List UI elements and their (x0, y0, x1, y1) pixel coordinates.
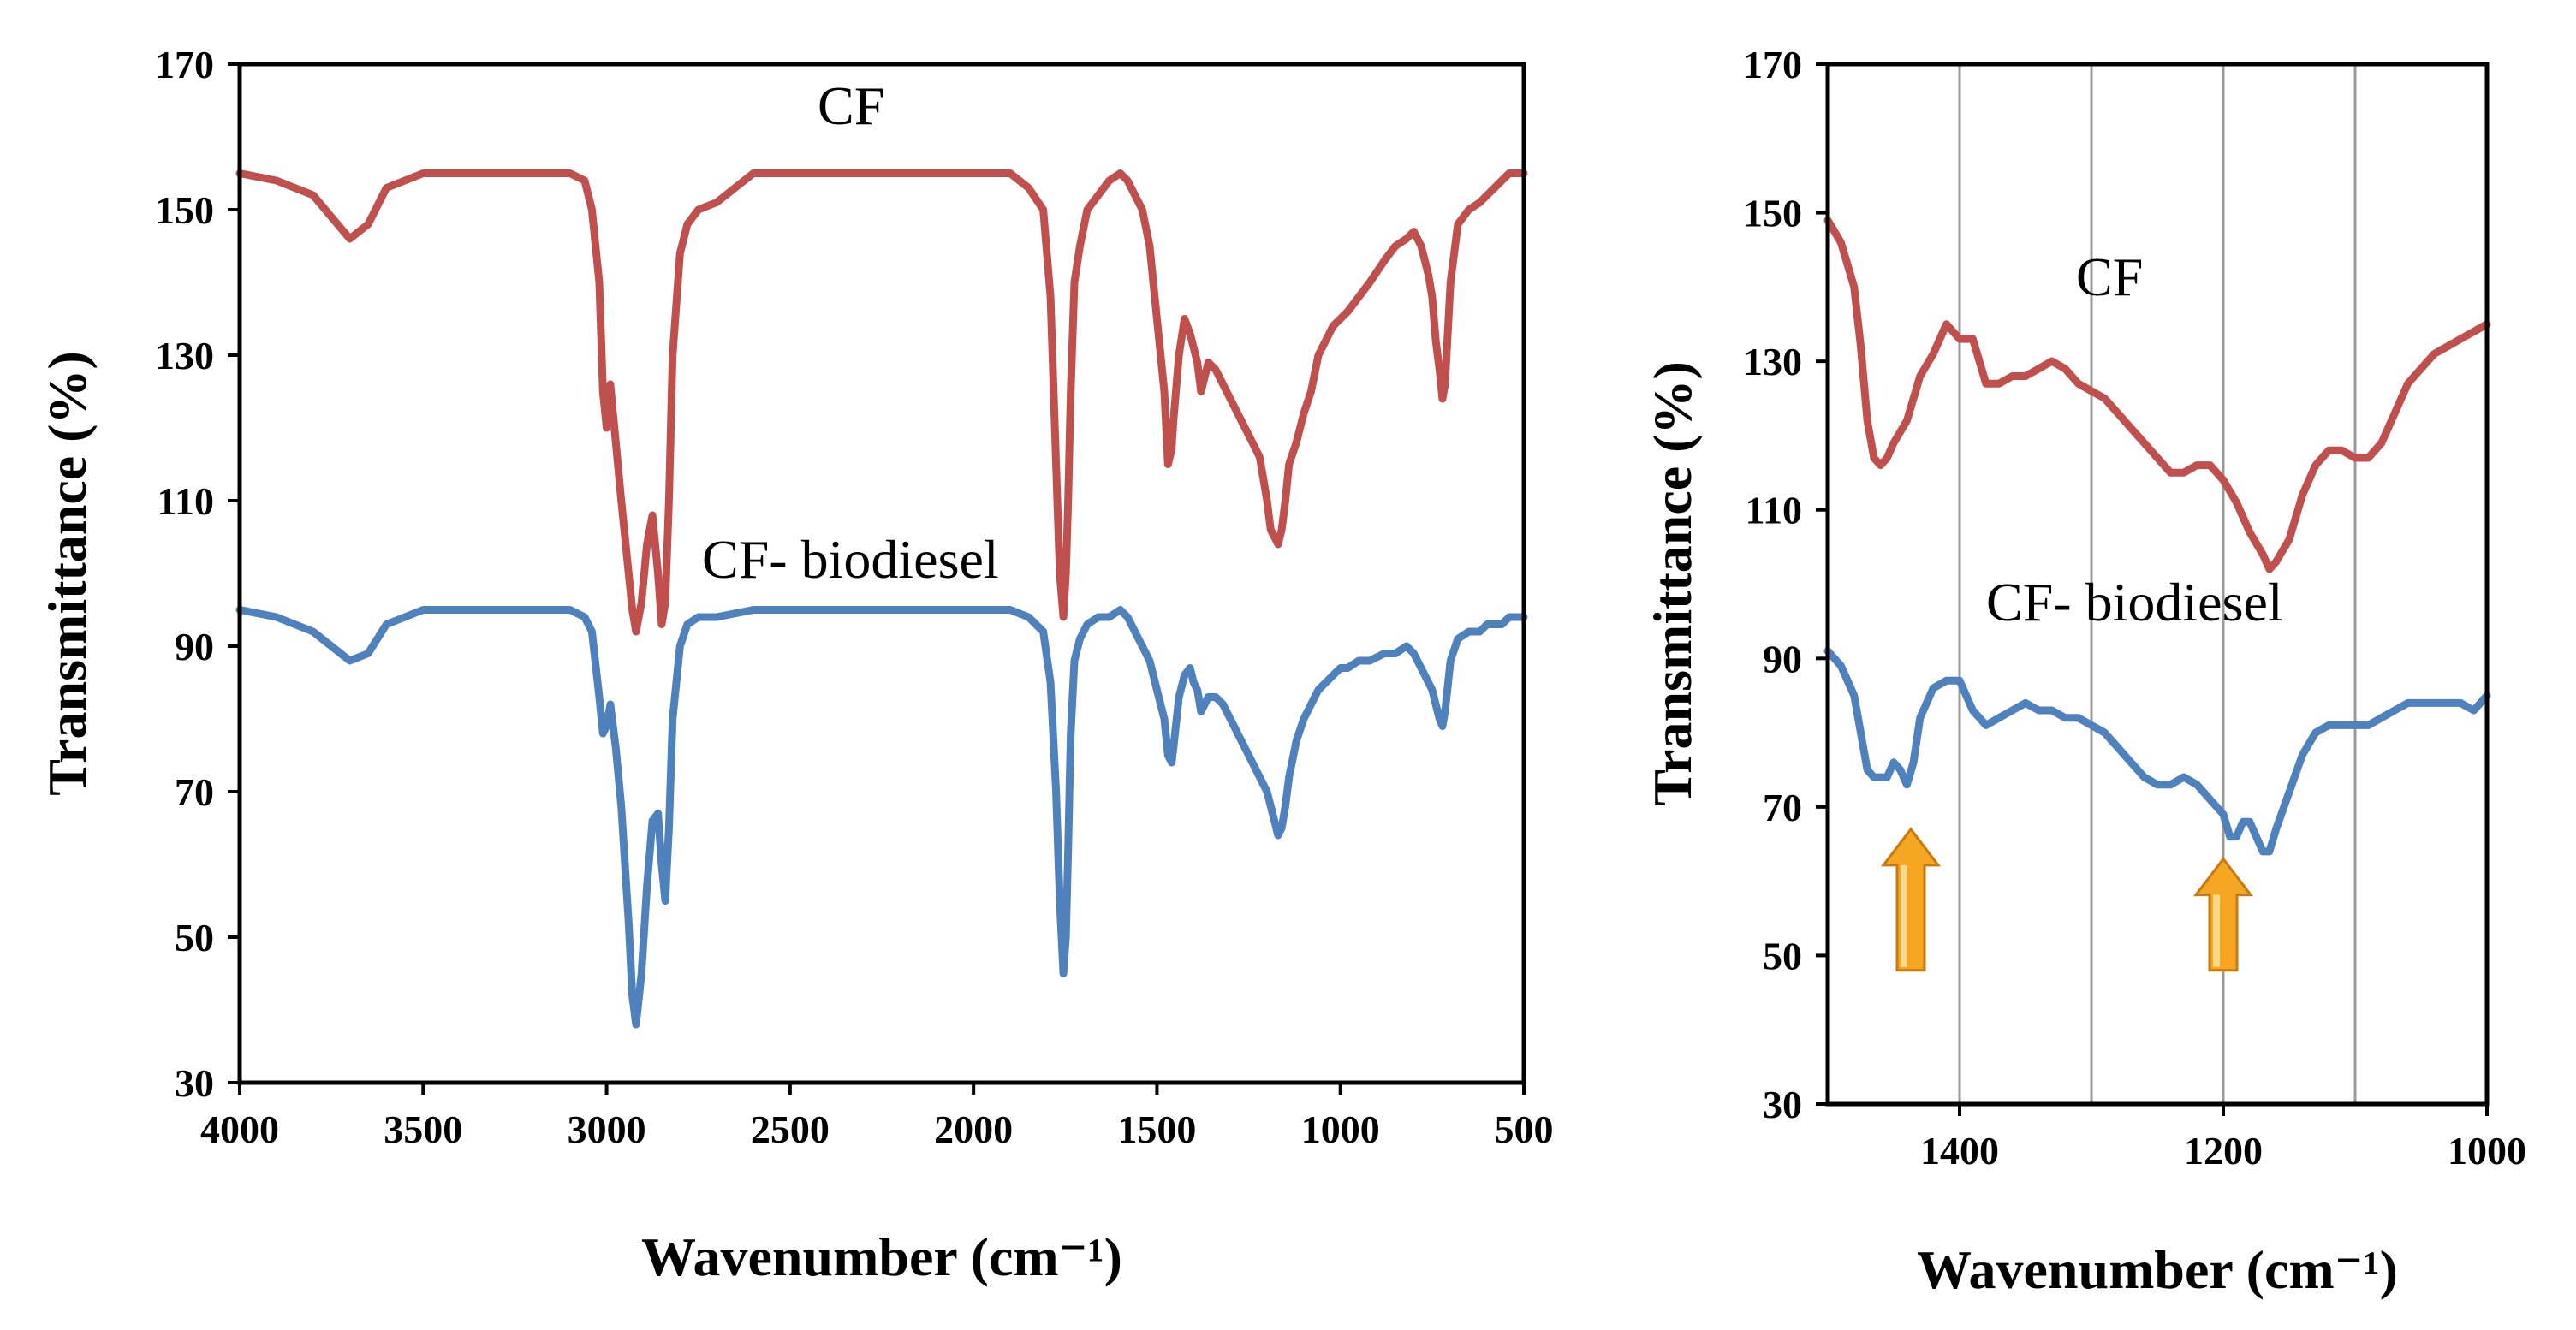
left-x-tick-label: 1500 (1117, 1107, 1196, 1151)
right-x-tick-label: 1200 (2184, 1129, 2263, 1173)
left-x-tick-label: 4000 (200, 1107, 279, 1151)
left-y-tick-label: 30 (175, 1061, 214, 1105)
right-series-cf-line (1823, 216, 2491, 573)
left-y-tick-label: 130 (155, 334, 214, 377)
left-series-cf-biodiesel-line (235, 606, 1528, 1029)
left-x-tick-label: 2500 (751, 1107, 830, 1151)
right-x-axis-title: Wavenumber (cm⁻¹) (1917, 1239, 2398, 1300)
left-x-tick-label: 2000 (934, 1107, 1013, 1151)
right-y-tick-label: 30 (1763, 1083, 1802, 1126)
right-series-label-cf-biodiesel: CF- biodiesel (1986, 572, 2283, 632)
up-arrow-highlight (1901, 864, 1908, 967)
left-y-axis-title: Transmittance (%) (37, 351, 98, 796)
up-arrow-highlight (2213, 894, 2220, 967)
left-x-tick-label: 1000 (1301, 1107, 1380, 1151)
right-plot-area (1828, 64, 2487, 1104)
right-y-tick-label: 170 (1743, 43, 1802, 86)
up-arrow-icon (1880, 827, 1942, 972)
left-ticks: 30 50 70 90 110 130 150 170 4000 3500 3000 2500 2000… (155, 43, 1554, 1151)
right-x-tick-label: 1400 (1920, 1129, 1999, 1173)
right-series (1823, 216, 2491, 856)
right-ticks: 30 50 70 90 110 130 150 170 1400 1200 1000 (1743, 43, 2526, 1173)
right-series-label-cf: CF (2076, 246, 2143, 307)
right-y-axis-title: Transmittance (%) (1642, 361, 1703, 806)
left-series-label-cf-biodiesel: CF- biodiesel (702, 529, 999, 590)
right-y-tick-label: 150 (1743, 192, 1802, 235)
left-y-tick-label: 110 (158, 479, 214, 523)
right-series-cf-biodiesel-line (1823, 647, 2491, 856)
left-x-tick-label: 3000 (568, 1107, 646, 1151)
left-x-tick-label: 3500 (384, 1107, 462, 1151)
right-x-tick-label: 1000 (2448, 1129, 2526, 1173)
right-chart: 30 50 70 90 110 130 150 170 1400 1200 1000 CF CF- … (1642, 43, 2526, 1300)
left-y-tick-label: 70 (175, 770, 214, 814)
left-series-label-cf: CF (818, 75, 884, 136)
left-y-tick-label: 150 (155, 188, 214, 232)
left-x-axis-title: Wavenumber (cm⁻¹) (641, 1226, 1122, 1287)
left-plot-area (240, 64, 1524, 1083)
right-y-tick-label: 50 (1763, 934, 1802, 977)
right-y-tick-label: 130 (1743, 340, 1802, 383)
left-y-tick-label: 90 (175, 625, 214, 668)
left-x-tick-label: 500 (1495, 1107, 1554, 1151)
left-plot-frame (237, 62, 1526, 1085)
left-y-tick-label: 50 (175, 916, 214, 959)
up-arrow-icon (2192, 857, 2254, 972)
left-series (235, 169, 1528, 1029)
right-y-tick-label: 90 (1763, 637, 1802, 680)
right-y-tick-label: 70 (1763, 786, 1802, 829)
left-series-cf-line (235, 169, 1528, 636)
right-plot-frame (1825, 62, 2490, 1107)
right-y-tick-label: 110 (1746, 489, 1802, 532)
left-chart: 30 50 70 90 110 130 150 170 4000 3500 3000 2500 2000… (37, 43, 1554, 1287)
left-y-tick-label: 170 (155, 43, 214, 86)
right-annotations (1880, 827, 2254, 972)
